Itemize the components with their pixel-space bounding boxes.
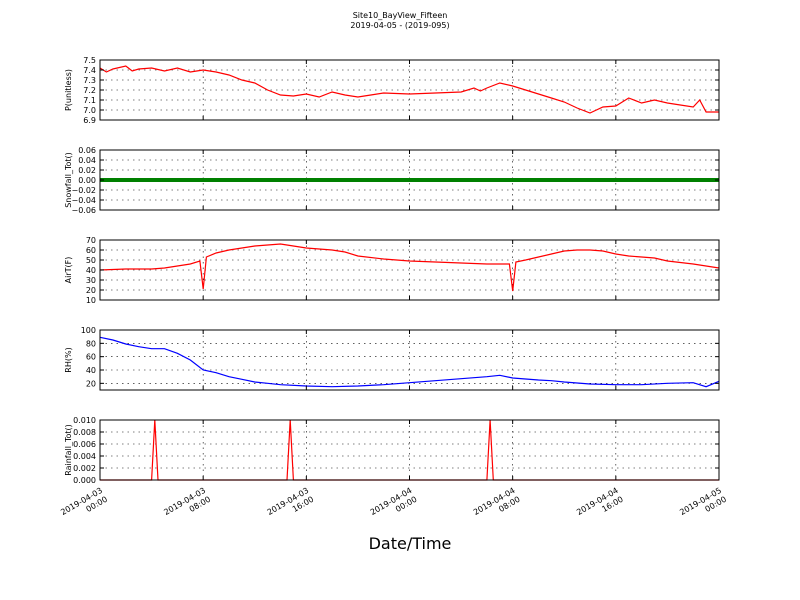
- y-tick-label: −0.02: [71, 186, 96, 195]
- x-tick-label: 2019-04-0400:00: [369, 486, 419, 526]
- y-tick-label: 20: [86, 379, 96, 388]
- y-tick-label: 60: [86, 353, 96, 362]
- x-tick-label: 2019-04-0300:00: [59, 486, 109, 526]
- y-tick-label: 0.004: [73, 452, 96, 461]
- x-tick-label: 2019-04-0500:00: [678, 486, 728, 526]
- y-tick-label: 20: [86, 286, 96, 295]
- y-tick-label: 10: [86, 296, 96, 305]
- series-line-4: [99, 336, 720, 388]
- y-tick-label: 7.2: [83, 86, 96, 95]
- chart-title: Site10_BayView_Fifteen: [352, 11, 448, 20]
- y-tick-label: 0.002: [73, 464, 96, 473]
- x-tick-label: 2019-04-0308:00: [162, 486, 212, 526]
- y-tick-label: 0.06: [78, 146, 96, 155]
- y-tick-label: 40: [86, 366, 96, 375]
- series-line-1: [99, 65, 719, 114]
- y-tick-label: 60: [86, 246, 96, 255]
- y-axis-label-1: P(unitless): [64, 69, 73, 111]
- y-tick-label: 70: [86, 236, 96, 245]
- y-tick-label: 0.00: [78, 176, 96, 185]
- y-tick-label: 0.000: [73, 476, 96, 485]
- y-axis-label-5: Rainfall_Tot(): [64, 424, 73, 476]
- y-tick-label: 7.0: [83, 106, 96, 115]
- y-tick-label: 0.02: [78, 166, 96, 175]
- y-tick-label: 7.5: [83, 56, 96, 65]
- y-tick-label: 0.008: [73, 428, 96, 437]
- y-tick-label: 40: [86, 266, 96, 275]
- y-axis-label-4: RH(%): [64, 347, 73, 372]
- y-tick-label: 30: [86, 276, 96, 285]
- y-tick-label: 0.04: [78, 156, 96, 165]
- y-tick-label: 7.4: [83, 66, 96, 75]
- y-tick-label: 7.3: [83, 76, 96, 85]
- x-tick-label: 2019-04-0316:00: [266, 486, 316, 526]
- y-axis-label-3: AirT(F): [64, 257, 73, 284]
- y-tick-label: 6.9: [83, 116, 96, 125]
- series-line-3: [99, 243, 720, 292]
- x-tick-label: 2019-04-0408:00: [472, 486, 522, 526]
- y-axis-label-2: Snowfall_Tot(): [64, 152, 73, 208]
- y-tick-label: 50: [86, 256, 96, 265]
- y-tick-label: 7.1: [83, 96, 96, 105]
- y-tick-label: 0.006: [73, 440, 96, 449]
- x-axis-label: Date/Time: [368, 534, 452, 553]
- y-tick-label: 0.010: [73, 416, 96, 425]
- y-tick-label: −0.04: [71, 196, 96, 205]
- y-tick-label: 80: [86, 339, 96, 348]
- x-tick-label: 2019-04-0416:00: [575, 486, 625, 526]
- y-tick-label: −0.06: [71, 206, 96, 215]
- chart-subtitle: 2019-04-05 - (2019-095): [350, 21, 450, 30]
- y-tick-label: 100: [81, 326, 96, 335]
